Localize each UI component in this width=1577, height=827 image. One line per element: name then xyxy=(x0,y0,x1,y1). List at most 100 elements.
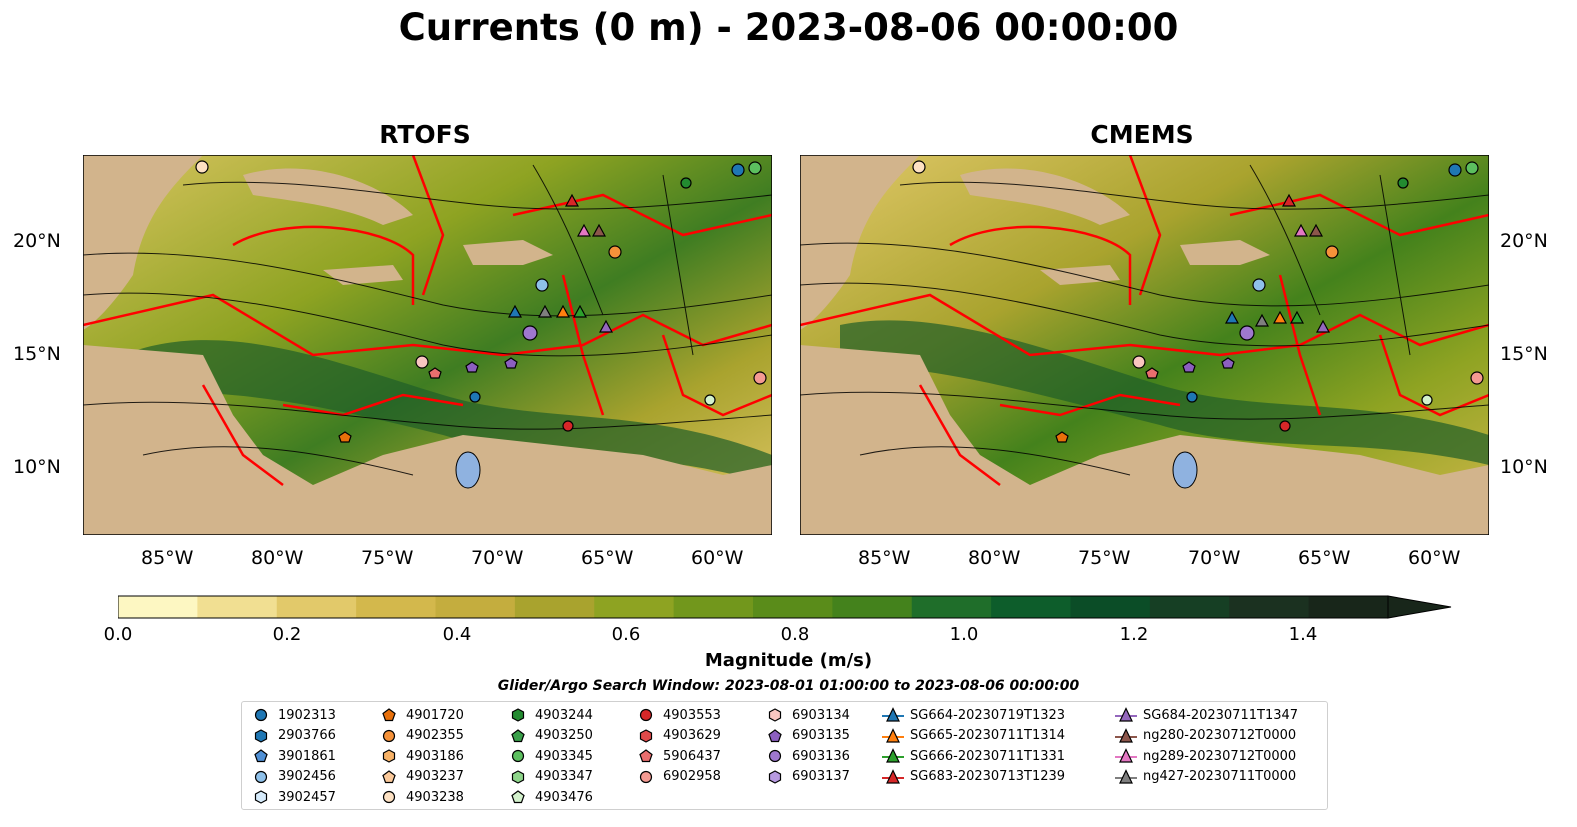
circle-marker-icon xyxy=(639,770,653,783)
colorbar-tick: 1.0 xyxy=(949,624,979,645)
legend-label: SG665-20230711T1314 xyxy=(910,728,1066,743)
triangle-marker-icon xyxy=(1115,707,1137,722)
land-hispaniola xyxy=(463,240,553,265)
lat-label-20-left: 20°N xyxy=(13,230,61,252)
legend-item: 6903136 xyxy=(764,746,850,766)
legend-label: 3902457 xyxy=(278,789,336,805)
legend-label: ng427-20230711T0000 xyxy=(1143,769,1297,784)
pentagon-marker-icon xyxy=(254,749,268,763)
legend-item: 4903238 xyxy=(378,787,464,807)
colorbar-cell xyxy=(991,596,1072,618)
circle-marker-icon xyxy=(382,729,396,742)
legend-label: 4903244 xyxy=(535,707,593,723)
land-jamaica xyxy=(323,265,403,285)
lon-label-70-left: 70°W xyxy=(471,547,524,569)
legend-label: 4903476 xyxy=(535,789,593,805)
colorbar-cell xyxy=(514,596,595,618)
legend-label: 4903629 xyxy=(663,728,721,743)
colorbar-cells xyxy=(118,596,1389,618)
triangle-marker-icon xyxy=(882,748,904,763)
lon-label-65-right: 65°W xyxy=(1298,547,1351,569)
pentagon-marker-icon xyxy=(382,708,396,722)
legend: 1902313 2903766 3901861 3902456 3902457 49017… xyxy=(241,701,1328,810)
legend-label: 4903250 xyxy=(535,728,593,743)
eez-boundaries xyxy=(83,155,772,486)
legend-label: 4903553 xyxy=(663,707,721,723)
panel-title-cmems: CMEMS xyxy=(1090,120,1194,149)
legend-label: 1902313 xyxy=(278,707,336,723)
lon-label-85-right: 85°W xyxy=(858,547,911,569)
panel-title-rtofs: RTOFS xyxy=(379,120,471,149)
rtofs-map[interactable] xyxy=(83,155,772,535)
hexagon-marker-icon xyxy=(511,708,525,722)
hexagon-marker-icon xyxy=(768,769,782,784)
colorbar-tick: 0.2 xyxy=(272,624,302,645)
lon-label-75-left: 75°W xyxy=(361,547,414,569)
legend-label: 2903766 xyxy=(278,728,336,743)
legend-label: SG684-20230711T1347 xyxy=(1143,707,1299,723)
legend-label: SG666-20230711T1331 xyxy=(910,748,1066,764)
legend-label: 3901861 xyxy=(278,748,336,764)
colorbar-cell xyxy=(1308,596,1389,618)
land-cuba xyxy=(243,168,413,225)
legend-item: 4903237 xyxy=(378,767,464,787)
colorbar-tick: 0.0 xyxy=(103,624,133,645)
legend-item: 4903250 xyxy=(507,726,593,746)
legend-item: 6902958 xyxy=(635,767,721,787)
legend-label: 4903186 xyxy=(406,748,464,764)
circle-marker-icon xyxy=(639,708,653,722)
triangle-marker-icon xyxy=(882,727,904,743)
legend-item: 3901861 xyxy=(250,746,336,766)
lon-label-75-right: 75°W xyxy=(1078,547,1131,569)
colorbar-cell xyxy=(1070,596,1151,618)
triangle-marker-icon xyxy=(882,768,904,784)
eez-boundaries xyxy=(800,155,1489,486)
legend-item: 4903345 xyxy=(507,746,593,766)
colorbar-tick: 0.6 xyxy=(611,624,641,645)
legend-item: SG665-20230711T1314 xyxy=(882,726,1065,746)
triangle-marker-icon xyxy=(882,707,904,722)
land-central-america xyxy=(83,155,203,330)
lat-label-15-right: 15°N xyxy=(1500,343,1548,365)
legend-item: 4901720 xyxy=(378,705,464,725)
lon-label-70-right: 70°W xyxy=(1188,547,1241,569)
legend-item: 5906437 xyxy=(635,746,721,766)
legend-item: 4903553 xyxy=(635,705,721,725)
jet-core xyxy=(123,340,772,485)
colorbar-tick: 0.8 xyxy=(780,624,810,645)
lat-label-10-right: 10°N xyxy=(1500,456,1548,478)
legend-item: 4903244 xyxy=(507,705,593,725)
legend-item: 4903186 xyxy=(378,746,464,766)
legend-label: ng289-20230712T0000 xyxy=(1143,748,1297,764)
legend-label: SG683-20230713T1239 xyxy=(910,769,1066,784)
colorbar-tick: 0.4 xyxy=(442,624,472,645)
legend-item: ng280-20230712T0000 xyxy=(1115,726,1296,746)
legend-label: 6903136 xyxy=(792,748,850,764)
colorbar-cell xyxy=(1149,596,1230,618)
land-south-america xyxy=(83,345,772,535)
circle-marker-icon xyxy=(511,749,525,763)
float-markers xyxy=(912,160,1484,443)
colorbar-cell xyxy=(673,596,754,618)
legend-label: 4903345 xyxy=(535,748,593,764)
cmems-map[interactable] xyxy=(800,155,1489,535)
colorbar-cell xyxy=(594,596,675,618)
legend-label: 4901720 xyxy=(406,707,464,723)
triangle-marker-icon xyxy=(1115,748,1137,763)
jet-core xyxy=(840,320,1489,465)
legend-label: 5906437 xyxy=(663,748,721,764)
land-hispaniola xyxy=(1180,240,1270,265)
lon-label-60-right: 60°W xyxy=(1408,547,1461,569)
legend-label: 4903238 xyxy=(406,789,464,805)
legend-item: 4903629 xyxy=(635,726,721,746)
lat-label-15-left: 15°N xyxy=(13,343,61,365)
legend-label: ng280-20230712T0000 xyxy=(1143,728,1297,743)
land-central-america xyxy=(800,155,920,330)
legend-label: SG664-20230719T1323 xyxy=(910,707,1066,723)
legend-item: 1902313 xyxy=(250,705,336,725)
legend-item: 6903135 xyxy=(764,726,850,746)
lon-label-60-left: 60°W xyxy=(691,547,744,569)
hexagon-marker-icon xyxy=(768,708,782,722)
legend-item: 3902456 xyxy=(250,767,336,787)
legend-label: 4903237 xyxy=(406,769,464,784)
